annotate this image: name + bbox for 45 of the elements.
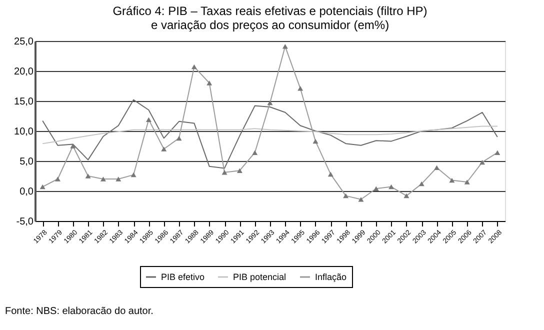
point xyxy=(116,176,122,182)
point xyxy=(388,184,394,190)
point xyxy=(206,80,212,86)
point xyxy=(434,165,440,170)
point xyxy=(100,176,106,182)
y-tick-label: 5,0 xyxy=(20,156,34,168)
point xyxy=(373,186,379,191)
point xyxy=(418,181,424,186)
y-tick-label: 20,0 xyxy=(14,66,34,78)
point xyxy=(161,146,167,152)
legend-label: Inflação xyxy=(315,272,347,282)
point xyxy=(358,197,364,202)
point xyxy=(55,176,60,182)
line-series xyxy=(42,126,498,144)
y-tick-label: 10,0 xyxy=(14,126,34,138)
point xyxy=(130,172,136,178)
point xyxy=(222,170,228,175)
point xyxy=(449,178,455,183)
point xyxy=(252,150,258,155)
chart-title: Gráfico 4: PIB – Taxas reais efetivas e potenciais (filtro HP) e variação dos preços ao consumidor (em%) xyxy=(112,4,428,32)
point xyxy=(85,174,91,178)
point xyxy=(236,168,242,173)
point xyxy=(267,100,273,106)
point xyxy=(343,193,349,198)
point xyxy=(312,138,318,144)
point xyxy=(40,184,46,190)
point xyxy=(298,86,304,91)
point xyxy=(282,44,288,49)
point xyxy=(464,180,470,184)
legend-label: PIB potencial xyxy=(233,272,286,282)
point xyxy=(191,64,197,70)
point xyxy=(176,136,182,141)
y-tick-label: 25,0 xyxy=(14,36,34,48)
point xyxy=(480,160,485,165)
point xyxy=(328,172,334,177)
point xyxy=(404,193,410,198)
point xyxy=(70,144,76,148)
point xyxy=(146,117,152,122)
y-tick-label: 0,0 xyxy=(20,186,34,198)
line-series xyxy=(42,99,498,169)
y-tick-label: 15,0 xyxy=(14,96,34,108)
legend-label: PIB efetivo xyxy=(161,272,205,282)
point xyxy=(494,150,500,155)
source-note: Fonte: NBS: elaboracão do autor. xyxy=(5,306,154,317)
y-tick-label: -5,0 xyxy=(16,216,34,228)
